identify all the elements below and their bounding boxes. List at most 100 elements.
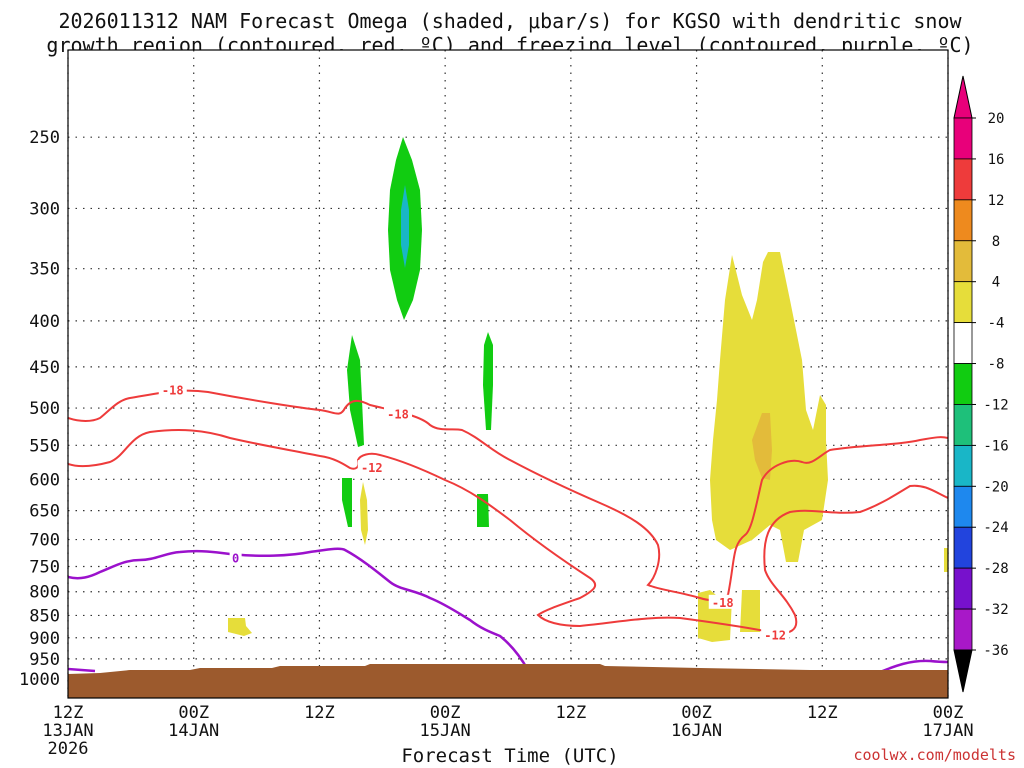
x-tick-label: 14JAN [168, 721, 219, 741]
y-tick-label: 800 [29, 583, 60, 603]
colorbar-tick-label: -16 [983, 438, 1008, 454]
colorbar-segment [953, 363, 973, 405]
colorbar-segment [953, 322, 973, 364]
contour-label-bg [761, 627, 790, 642]
y-tick-label: 350 [29, 260, 60, 280]
x-axis-label: Forecast Time (UTC) [401, 745, 618, 767]
y-tick-label: 400 [29, 312, 60, 332]
y-tick-label: 250 [29, 128, 60, 148]
contour-label-bg [229, 550, 242, 565]
chart-title-line1: 2026011312 NAM Forecast Omega (shaded, μ… [58, 9, 962, 33]
y-tick-label: 450 [29, 358, 60, 378]
omega-orange-area [752, 413, 772, 480]
colorbar-segment [953, 608, 973, 651]
y-axis: 250 300 350 400 450 500 550 600 650 700 750 800 850 9… [19, 128, 60, 690]
contour-label: -12 [764, 629, 786, 643]
colorbar-tick-label: 12 [988, 193, 1005, 209]
colorbar-legend: 20 16 12 8 4 -4 -8 -12 -16 -20 -24 -28 -32 -36 [953, 75, 1009, 693]
freezing-level [68, 547, 948, 674]
x-tick-label: 00Z [178, 703, 209, 723]
colorbar-tick-label: -8 [988, 357, 1005, 373]
dgz-contour-minus12 [68, 429, 948, 635]
dgz-contour-minus18 [68, 389, 948, 602]
colorbar-tick-label: -20 [983, 479, 1008, 495]
plot-border [67, 49, 949, 699]
x-tick-label: 13JAN [42, 721, 93, 741]
colorbar-tick-label: 16 [988, 152, 1005, 168]
x-tick-label: 12Z [304, 703, 335, 723]
terrain-surface [68, 664, 948, 698]
x-tick-label: 16JAN [671, 721, 722, 741]
omega-yellow-area [944, 548, 948, 572]
colorbar-tick-label: -36 [983, 643, 1008, 659]
x-tick-label: 2026 [48, 739, 89, 759]
y-tick-label: 650 [29, 502, 60, 522]
y-tick-label: 850 [29, 606, 60, 626]
contour-label-bg [158, 382, 187, 397]
dgz-contours [68, 389, 948, 635]
y-tick-label: 550 [29, 436, 60, 456]
colorbar-tick-label: -4 [988, 316, 1005, 332]
colorbar-segment [953, 485, 973, 528]
colorbar-segment [953, 444, 973, 487]
credit-text: coolwx.com/modelts [853, 746, 1016, 764]
contour-label: -12 [361, 461, 383, 475]
x-tick-label: 00Z [933, 703, 964, 723]
omega-yellow-area [740, 590, 760, 632]
colorbar-tick-label: -12 [983, 397, 1008, 413]
contour-label: 0 [232, 552, 239, 566]
colorbar-segment [953, 567, 973, 610]
freezing-level-contour-0 [68, 547, 530, 671]
omega-teal-core [401, 185, 409, 268]
contour-label-bg [708, 594, 737, 609]
colorbar-segment [953, 158, 973, 201]
y-tick-label: 300 [29, 199, 60, 219]
omega-yellow-area [710, 252, 828, 562]
colorbar-tick-label: 8 [992, 234, 1000, 250]
colorbar-segment [953, 404, 973, 446]
y-tick-label: 500 [29, 399, 60, 419]
colorbar-tick-label: -32 [983, 602, 1008, 618]
y-tick-label: 750 [29, 558, 60, 578]
colorbar-segment [953, 240, 973, 283]
y-tick-label: 1000 [19, 670, 60, 690]
contour-label: -18 [712, 596, 734, 610]
x-tick-label: 00Z [681, 703, 712, 723]
omega-green-area [347, 335, 364, 447]
x-tick-label: 15JAN [420, 721, 471, 741]
x-tick-label: 12Z [807, 703, 838, 723]
contour-label: -18 [387, 407, 409, 421]
y-tick-label: 600 [29, 470, 60, 490]
x-tick-label: 00Z [430, 703, 461, 723]
colorbar-tick-label: -24 [983, 520, 1008, 536]
omega-green-area [342, 478, 352, 527]
y-tick-label: 950 [29, 650, 60, 670]
y-tick-label: 700 [29, 531, 60, 551]
x-tick-label: 12Z [53, 703, 84, 723]
colorbar-segment [953, 117, 973, 160]
colorbar-tick-label: 4 [992, 275, 1000, 291]
freezing-level-contour-0 [68, 667, 96, 673]
x-tick-label: 17JAN [922, 721, 973, 741]
x-tick-label: 12Z [555, 703, 586, 723]
colorbar-tick-label: 20 [988, 111, 1005, 127]
freezing-level-contour-0 [879, 659, 948, 674]
contour-labels: -18 -18 -12 -18 -12 0 [158, 382, 790, 643]
colorbar-tick-label: -28 [983, 561, 1008, 577]
colorbar-top-arrow [953, 75, 973, 119]
contour-label: -18 [162, 383, 184, 397]
omega-yellow-area [360, 482, 368, 545]
colorbar-bottom-arrow [953, 649, 973, 693]
plot-area [68, 50, 948, 698]
omega-green-area [477, 494, 489, 527]
y-tick-label: 900 [29, 629, 60, 649]
colorbar-segment [953, 281, 973, 324]
contour-label-bg [357, 460, 386, 475]
omega-green-area [483, 332, 493, 430]
colorbar-segment [953, 526, 973, 569]
contour-label-bg [384, 406, 412, 421]
colorbar-segment [953, 199, 973, 242]
omega-yellow-area [228, 618, 252, 636]
